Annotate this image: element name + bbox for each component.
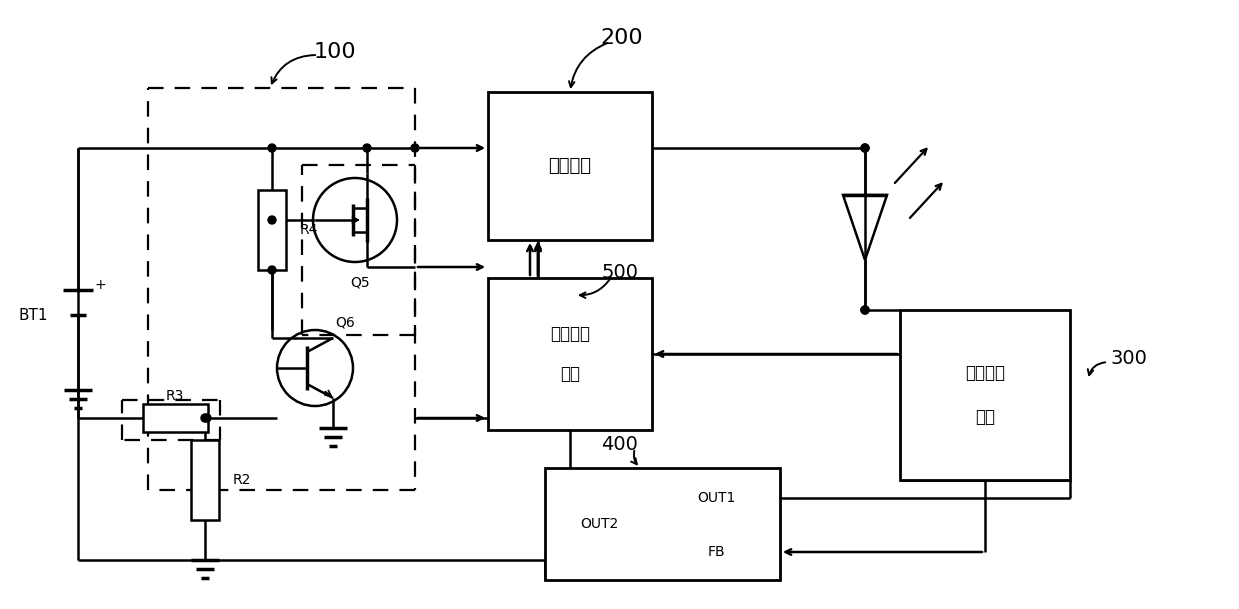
Text: FB: FB bbox=[707, 545, 725, 559]
Circle shape bbox=[268, 144, 276, 152]
Text: 300: 300 bbox=[1110, 348, 1147, 367]
Text: OUT1: OUT1 bbox=[698, 491, 736, 505]
Circle shape bbox=[411, 144, 419, 152]
FancyBboxPatch shape bbox=[545, 468, 781, 580]
Text: +: + bbox=[94, 278, 105, 292]
Text: 单元: 单元 bbox=[560, 365, 580, 383]
Circle shape bbox=[861, 306, 869, 314]
Text: 200: 200 bbox=[601, 28, 643, 48]
Text: Q5: Q5 bbox=[351, 275, 369, 289]
Circle shape bbox=[268, 266, 276, 274]
FancyBboxPatch shape bbox=[191, 440, 219, 520]
FancyBboxPatch shape bbox=[142, 404, 207, 432]
Text: BT1: BT1 bbox=[19, 308, 48, 323]
FancyBboxPatch shape bbox=[258, 190, 286, 270]
Text: R2: R2 bbox=[233, 473, 252, 487]
Text: OUT2: OUT2 bbox=[580, 517, 618, 531]
Text: 单元: 单元 bbox=[975, 408, 995, 426]
FancyBboxPatch shape bbox=[488, 278, 652, 430]
Circle shape bbox=[268, 216, 276, 224]
Circle shape bbox=[363, 144, 370, 152]
Text: Q6: Q6 bbox=[335, 316, 354, 330]
Text: 过压保护: 过压保护 bbox=[550, 325, 590, 343]
Text: 升压单元: 升压单元 bbox=[549, 157, 591, 175]
Text: R3: R3 bbox=[166, 389, 185, 403]
FancyBboxPatch shape bbox=[900, 310, 1070, 480]
Circle shape bbox=[861, 144, 869, 152]
Text: R4: R4 bbox=[300, 223, 318, 237]
Text: 100: 100 bbox=[313, 42, 357, 62]
Circle shape bbox=[861, 144, 869, 152]
FancyBboxPatch shape bbox=[488, 92, 652, 240]
Circle shape bbox=[201, 414, 209, 422]
Circle shape bbox=[861, 306, 869, 314]
Text: 电压检测: 电压检测 bbox=[965, 364, 1005, 382]
Text: 500: 500 bbox=[601, 262, 638, 281]
Circle shape bbox=[203, 414, 211, 422]
Text: 400: 400 bbox=[602, 435, 638, 454]
